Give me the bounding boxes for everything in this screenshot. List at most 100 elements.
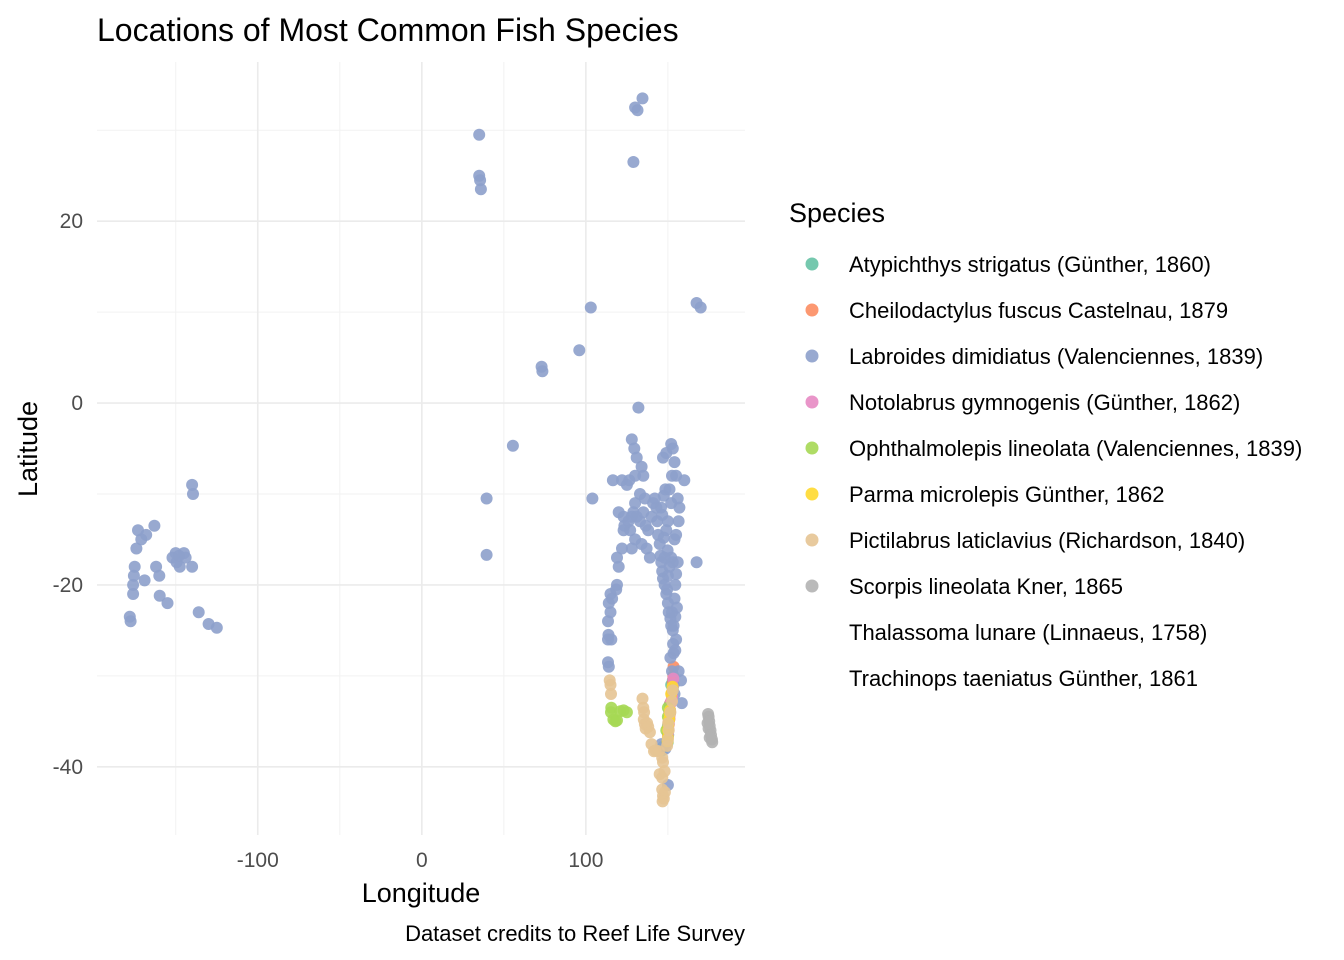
scatter-point (612, 560, 625, 573)
scatter-point (606, 474, 619, 487)
scatter-point (605, 633, 618, 646)
legend: Species Atypichthys strigatus (Günther, … (789, 198, 1302, 691)
scatter-point (627, 156, 640, 168)
legend-label: Atypichthys strigatus (Günther, 1860) (849, 252, 1211, 277)
scatter-point (668, 592, 681, 605)
scatter-point (138, 574, 151, 587)
scatter-point (474, 174, 487, 187)
legend-label: Parma microlepis Günther, 1862 (849, 482, 1165, 507)
legend-key (805, 533, 819, 547)
series-7 (701, 708, 719, 749)
scatter-point (667, 619, 680, 632)
scatter-point (658, 765, 671, 778)
scatter-point (672, 515, 685, 528)
scatter-point (642, 524, 655, 537)
scatter-point (668, 456, 681, 469)
scatter-point (602, 660, 615, 673)
x-tick-label: -100 (237, 849, 279, 872)
scatter-point (612, 506, 625, 519)
scatter-point (703, 731, 716, 744)
scatter-point (658, 786, 671, 799)
scatter-point (128, 560, 141, 573)
legend-key (805, 671, 819, 685)
scatter-point (666, 695, 678, 708)
scatter-point (161, 597, 174, 610)
legend-key (805, 257, 819, 271)
chart-caption: Dataset credits to Reef Life Survey (405, 921, 745, 946)
scatter-point (192, 606, 205, 619)
scatter-point (630, 451, 643, 464)
legend-title: Species (789, 198, 885, 228)
legend-key (805, 441, 819, 455)
scatter-point (629, 497, 642, 510)
scatter-point (678, 474, 691, 487)
scatter-point (643, 726, 656, 739)
scatter-point (573, 344, 586, 357)
scatter-point (669, 610, 682, 623)
y-tick-label: 20 (60, 210, 83, 233)
scatter-point (666, 469, 678, 482)
scatter-point (664, 651, 677, 664)
scatter-point (625, 433, 638, 446)
x-tick-label: 0 (416, 849, 428, 872)
legend-label: Notolabrus gymnogenis (Günther, 1862) (849, 390, 1240, 415)
y-axis-label: Latitude (13, 401, 43, 497)
scatter-point (635, 460, 648, 473)
series-6 (603, 674, 679, 808)
scatter-point (480, 492, 493, 505)
legend-label: Pictilabrus laticlavius (Richardson, 184… (849, 528, 1245, 553)
scatter-point (536, 365, 549, 378)
scatter-point (606, 592, 619, 605)
scatter-point (153, 589, 166, 602)
scatter-point (616, 542, 628, 555)
scatter-point (694, 301, 707, 314)
scatter-point (625, 542, 638, 555)
scatter-point (186, 560, 199, 573)
scatter-point (664, 706, 677, 719)
scatter-point (127, 578, 140, 591)
scatter-point (671, 556, 684, 569)
scatter-point (140, 528, 153, 541)
legend-key (805, 395, 819, 409)
scatter-point (124, 615, 137, 628)
scatter-point (620, 706, 633, 719)
legend-key (805, 487, 819, 501)
scatter-point (602, 615, 614, 628)
scatter-point (690, 556, 703, 569)
scatter-point (666, 442, 679, 455)
scatter-point (610, 583, 623, 596)
scatter-point (474, 183, 487, 196)
legend-key (805, 303, 819, 317)
scatter-point (127, 588, 140, 600)
scatter-point (473, 128, 486, 141)
scatter-points (123, 92, 719, 808)
scatter-point (640, 542, 653, 555)
scatter-point (670, 601, 683, 614)
scatter-point (631, 104, 644, 117)
scatter-point (153, 569, 166, 582)
scatter-point (584, 301, 597, 314)
scatter-point (701, 717, 714, 730)
scatter-point (210, 621, 223, 634)
scatter-point (637, 469, 650, 482)
scatter-point (605, 688, 617, 700)
scatter-point (643, 551, 656, 564)
scatter-point (611, 714, 623, 727)
x-axis-label: Longitude (362, 878, 481, 908)
x-tick-label: 100 (568, 849, 603, 872)
scatter-point (622, 515, 635, 528)
scatter-point (666, 684, 679, 697)
scatter-point (480, 548, 493, 561)
scatter-point (628, 442, 641, 455)
y-tick-label: 0 (71, 392, 83, 415)
scatter-point (148, 519, 161, 532)
scatter-point (186, 478, 199, 491)
legend-label: Trachinops taeniatus Günther, 1861 (849, 666, 1198, 691)
scatter-point (675, 697, 688, 710)
scatter-point (611, 551, 623, 564)
legend-key (805, 625, 819, 639)
chart-title: Locations of Most Common Fish Species (97, 12, 679, 48)
